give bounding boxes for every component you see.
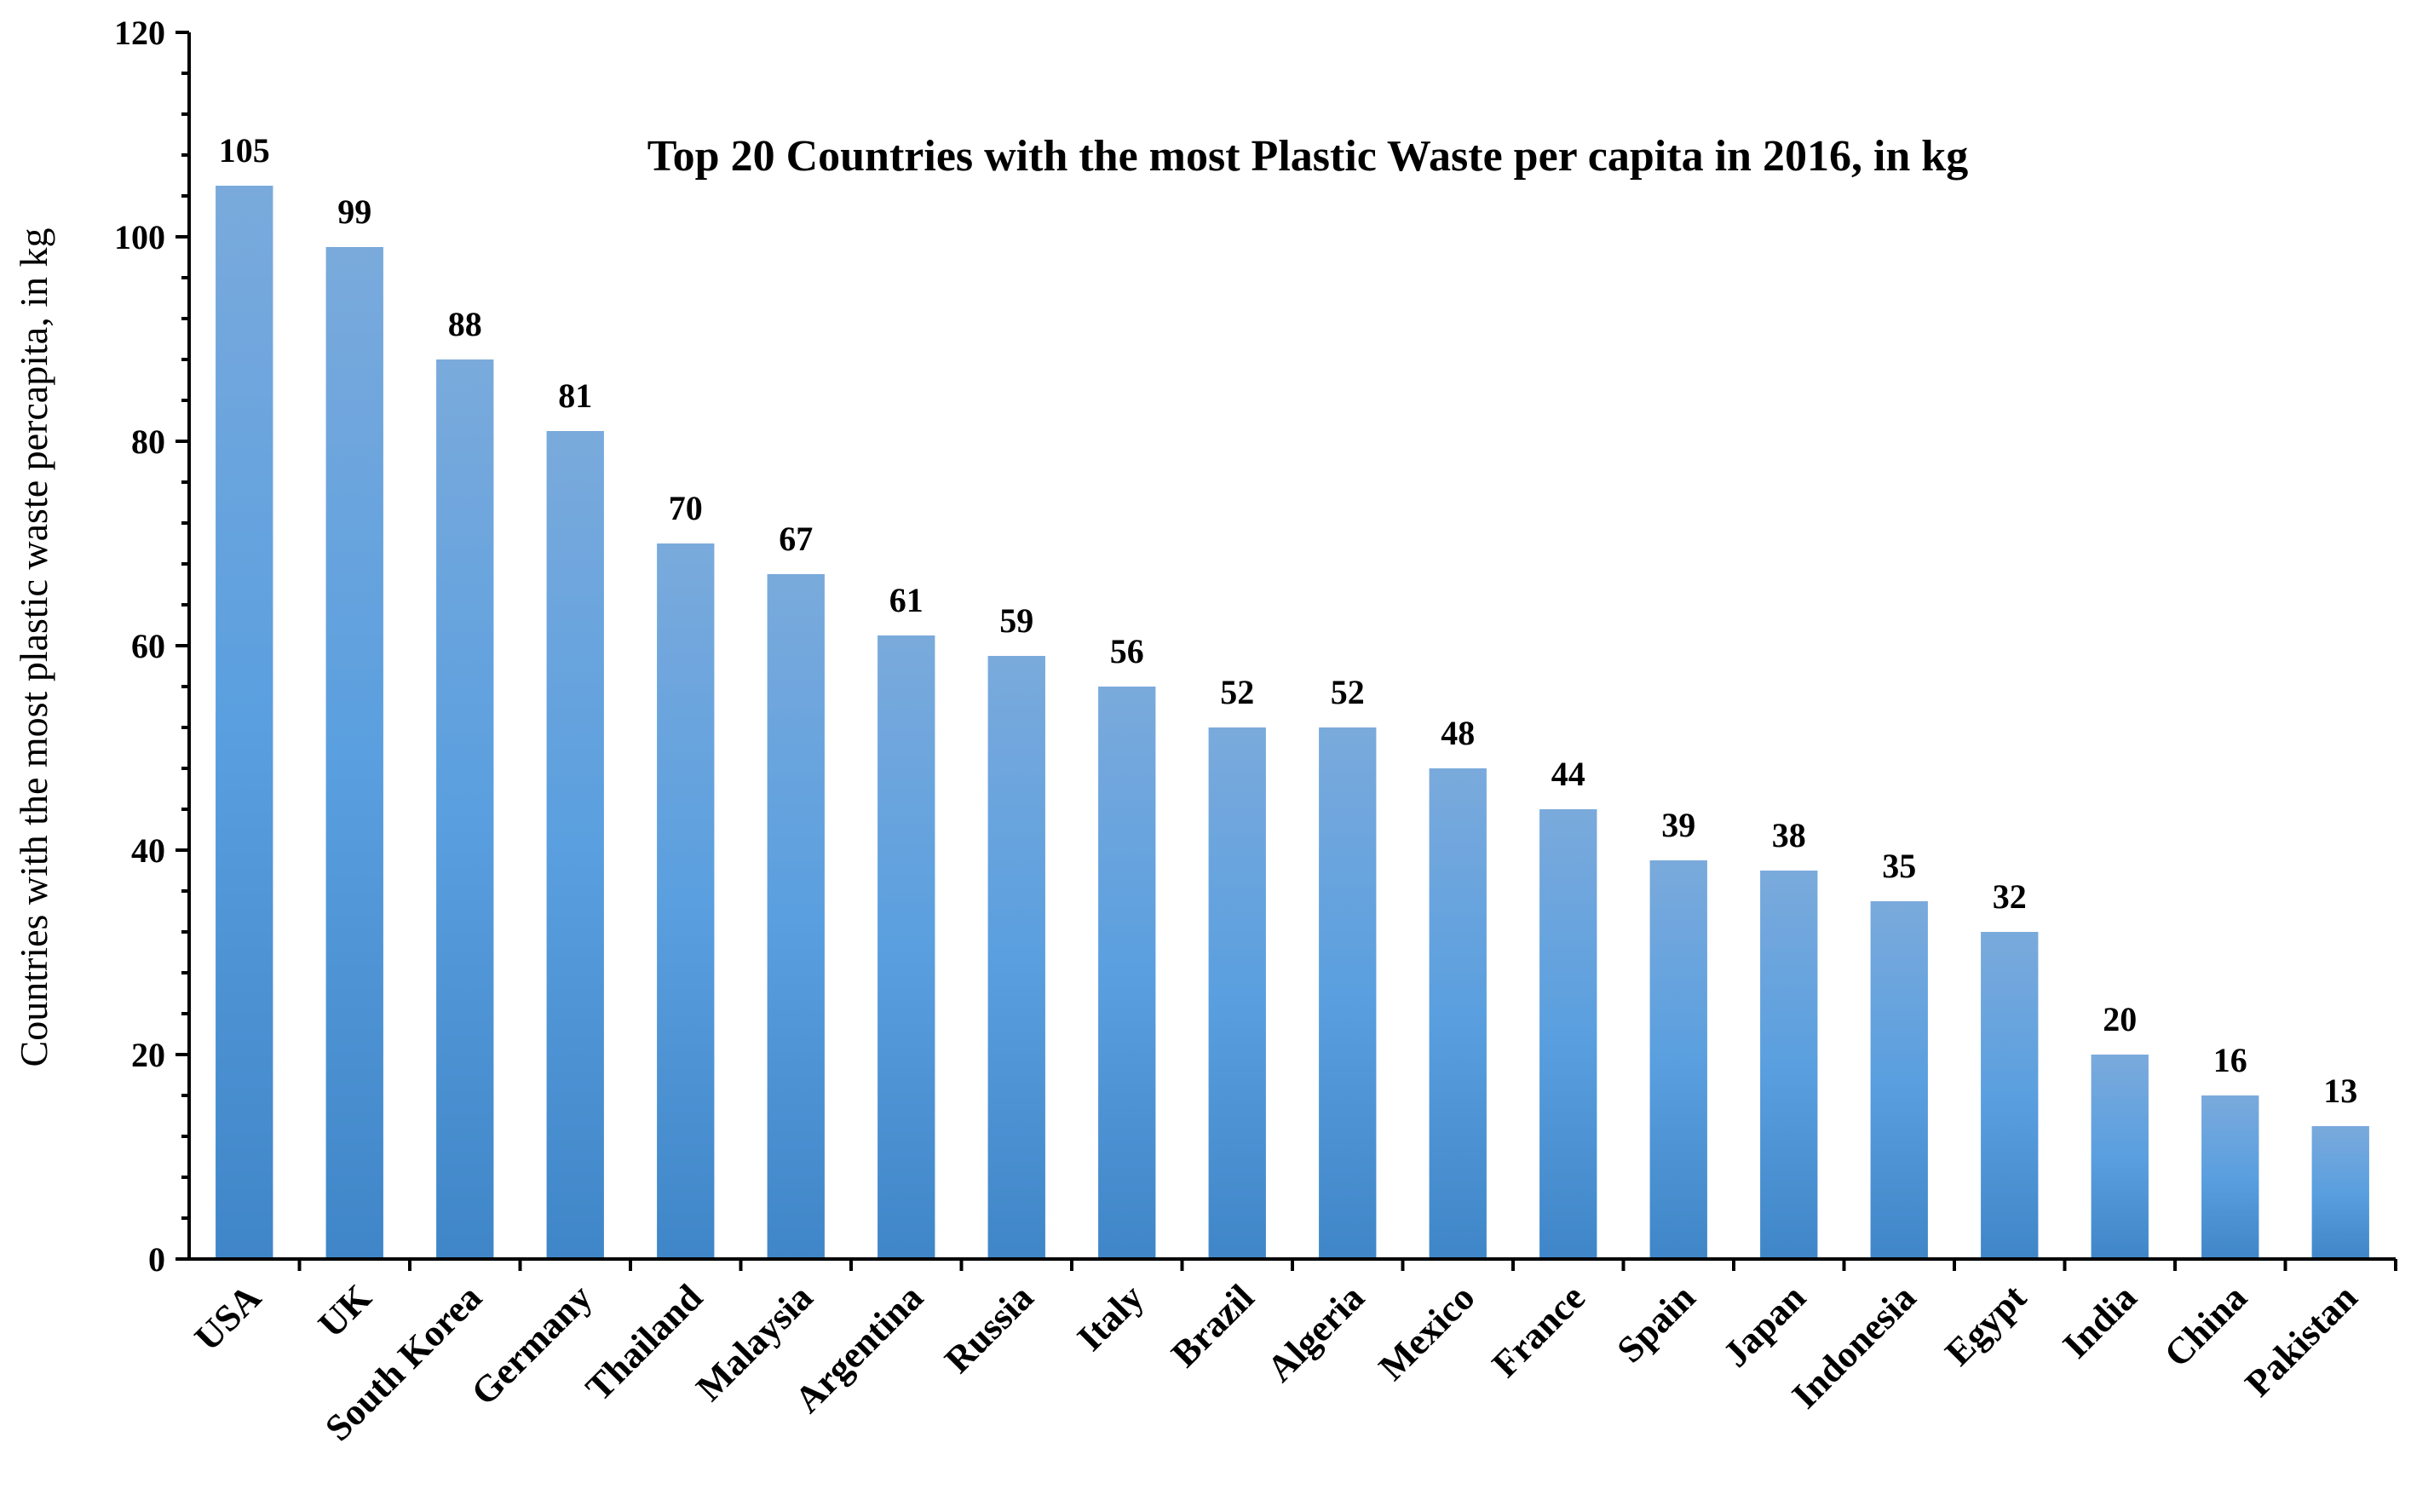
bar-france [1539, 809, 1597, 1259]
bar-argentina [878, 635, 935, 1259]
x-tick-label: Pakistan [2237, 1276, 2365, 1404]
data-label: 52 [1331, 673, 1365, 711]
data-label: 48 [1441, 714, 1475, 752]
bar-malaysia [767, 574, 825, 1259]
data-label: 52 [1220, 673, 1254, 711]
y-tick-label: 80 [131, 423, 165, 461]
x-tick-label: Italy [1069, 1276, 1152, 1359]
bar-germany [546, 431, 604, 1259]
y-tick-label: 100 [114, 218, 165, 256]
bar-mexico [1429, 768, 1487, 1259]
chart-title: Top 20 Countries with the most Plastic W… [647, 132, 1968, 181]
data-label: 32 [1993, 877, 2027, 916]
y-tick-label: 40 [131, 831, 165, 870]
x-tick-label: Algeria [1259, 1276, 1372, 1389]
x-tick-label: Brazil [1163, 1276, 1262, 1375]
bar-algeria [1319, 727, 1377, 1259]
x-tick-label: China [2156, 1276, 2255, 1375]
x-tick-label: Japan [1715, 1276, 1814, 1375]
bar-usa [216, 186, 273, 1259]
data-label: 61 [889, 581, 924, 619]
bar-pakistan [2311, 1126, 2369, 1259]
x-tick-label: Egypt [1937, 1276, 2034, 1373]
data-label: 16 [2213, 1041, 2247, 1079]
x-tick-label: Thailand [578, 1276, 711, 1409]
x-tick-label: UK [310, 1276, 379, 1345]
bar-indonesia [1870, 901, 1928, 1259]
data-label: 81 [558, 377, 592, 415]
bar-spain [1649, 860, 1707, 1259]
x-tick-label: Spain [1609, 1276, 1704, 1371]
bar-uk [325, 247, 383, 1259]
data-label: 39 [1661, 806, 1695, 844]
y-axis-label: Countries with the most plastic waste pe… [12, 228, 55, 1067]
data-label: 70 [669, 489, 703, 527]
data-label: 44 [1551, 755, 1585, 793]
data-labels-group: 105 99 88 81 70 67 61 59 56 52 52 48 44 39 38 35 32 20 16 1… [219, 131, 2358, 1110]
bar-egypt [1981, 932, 2039, 1259]
bar-russia [987, 656, 1045, 1259]
data-label: 105 [219, 131, 270, 170]
data-label: 99 [337, 193, 371, 231]
data-label: 56 [1110, 632, 1144, 670]
data-label: 20 [2103, 1000, 2137, 1038]
data-label: 38 [1772, 816, 1806, 854]
bar-india [2091, 1055, 2149, 1259]
bar-italy [1098, 687, 1156, 1259]
x-tick-label: India [2055, 1276, 2145, 1366]
bar-south-korea [436, 359, 494, 1259]
x-tick-label: Germany [463, 1276, 601, 1413]
x-tick-label: France [1484, 1276, 1593, 1385]
x-tick-label: USA [187, 1276, 269, 1359]
y-tick-label: 60 [131, 627, 165, 665]
x-tick-label: Mexico [1371, 1276, 1482, 1388]
data-label: 13 [2323, 1072, 2357, 1110]
y-tick-label: 20 [131, 1036, 165, 1074]
bar-china [2201, 1095, 2259, 1259]
data-label: 59 [999, 601, 1033, 640]
y-tick-label: 120 [114, 14, 165, 52]
bar-japan [1760, 871, 1818, 1259]
data-label: 67 [779, 520, 813, 558]
bar-brazil [1208, 727, 1266, 1259]
data-label: 35 [1882, 847, 1916, 885]
x-tick-label: Russia [936, 1276, 1041, 1381]
y-axis: 0 20 40 60 80 100 120 [114, 14, 191, 1279]
y-tick-label: 0 [148, 1240, 165, 1279]
bar-thailand [657, 543, 715, 1259]
bars-group [216, 186, 2369, 1259]
data-label: 88 [448, 305, 482, 343]
